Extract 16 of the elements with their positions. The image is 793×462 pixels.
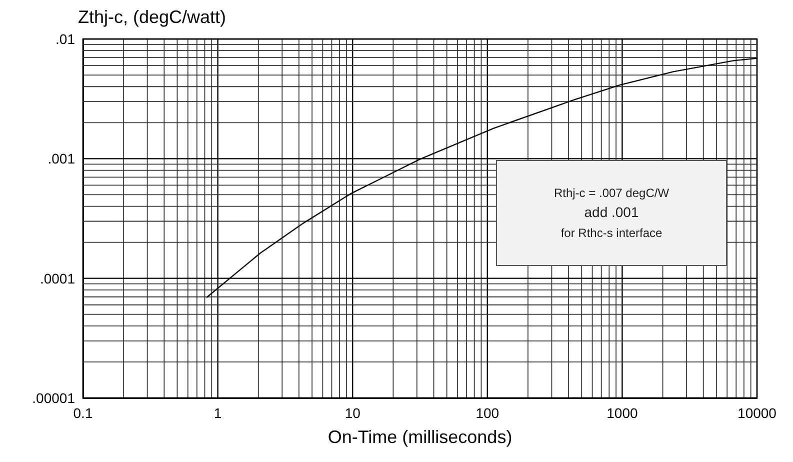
note-box: Rthj-c = .007 degC/W add .001 for Rthc-s interface: [496, 160, 727, 266]
x-tick-label: 0.1: [73, 405, 93, 421]
y-tick-label: .01: [56, 31, 76, 47]
x-tick-label: 100: [476, 405, 500, 421]
x-axis-title: On-Time (milliseconds): [328, 427, 512, 447]
annotation: Rthj-c = .007 degC/W: [554, 184, 670, 202]
x-tick-label: 1000: [606, 405, 638, 421]
y-tick-label: .001: [48, 150, 76, 167]
y-tick-label: .00001: [32, 390, 76, 406]
x-tick-label: 10000: [738, 405, 777, 421]
y-axis-title: Zthj-c, (degC/watt): [78, 7, 226, 27]
annotation: for Rthc-s interface: [560, 224, 662, 242]
x-tick-label: 1: [214, 405, 222, 421]
annotation: add .001: [584, 203, 639, 222]
y-tick-label: .0001: [40, 270, 76, 286]
x-tick-label: 10: [344, 405, 361, 421]
